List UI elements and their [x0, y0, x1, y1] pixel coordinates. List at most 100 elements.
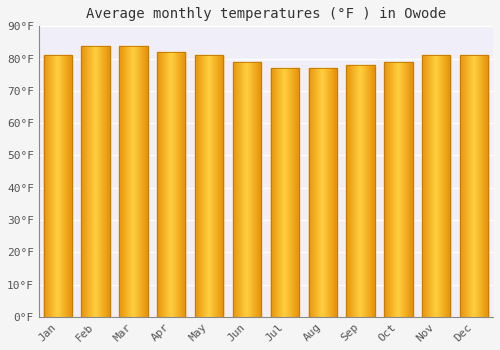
Bar	[195, 55, 224, 317]
Bar	[157, 52, 158, 317]
Bar	[258, 62, 259, 317]
Bar	[353, 65, 354, 317]
Bar	[129, 46, 130, 317]
Bar	[174, 52, 175, 317]
Bar	[220, 55, 221, 317]
Bar	[463, 55, 464, 317]
Bar	[96, 46, 97, 317]
Bar	[123, 46, 124, 317]
Bar	[119, 46, 120, 317]
Bar	[138, 46, 139, 317]
Bar	[422, 55, 450, 317]
Bar	[318, 68, 319, 317]
Bar	[427, 55, 428, 317]
Bar	[445, 55, 446, 317]
Bar	[246, 62, 247, 317]
Bar	[444, 55, 445, 317]
Bar	[233, 62, 261, 317]
Bar	[124, 46, 125, 317]
Bar	[237, 62, 238, 317]
Bar	[234, 62, 235, 317]
Bar	[146, 46, 147, 317]
Bar	[88, 46, 89, 317]
Bar	[329, 68, 330, 317]
Bar	[60, 55, 62, 317]
Bar	[127, 46, 128, 317]
Bar	[259, 62, 260, 317]
Bar	[287, 68, 288, 317]
Bar	[428, 55, 429, 317]
Bar	[233, 62, 234, 317]
Bar	[157, 52, 186, 317]
Bar	[322, 68, 324, 317]
Bar	[66, 55, 67, 317]
Bar	[125, 46, 126, 317]
Bar	[212, 55, 214, 317]
Bar	[244, 62, 245, 317]
Bar	[221, 55, 222, 317]
Bar	[83, 46, 84, 317]
Bar	[100, 46, 102, 317]
Bar	[105, 46, 106, 317]
Bar	[355, 65, 356, 317]
Bar	[410, 62, 411, 317]
Bar	[469, 55, 470, 317]
Bar	[336, 68, 337, 317]
Bar	[49, 55, 50, 317]
Bar	[107, 46, 108, 317]
Bar	[312, 68, 313, 317]
Bar	[222, 55, 224, 317]
Bar	[423, 55, 424, 317]
Bar	[270, 68, 272, 317]
Bar	[320, 68, 322, 317]
Bar	[90, 46, 92, 317]
Bar	[167, 52, 168, 317]
Bar	[294, 68, 295, 317]
Bar	[347, 65, 348, 317]
Bar	[448, 55, 449, 317]
Bar	[195, 55, 196, 317]
Bar	[238, 62, 239, 317]
Bar	[71, 55, 72, 317]
Bar	[308, 68, 337, 317]
Bar	[247, 62, 248, 317]
Bar	[402, 62, 404, 317]
Bar	[97, 46, 98, 317]
Bar	[475, 55, 476, 317]
Bar	[199, 55, 200, 317]
Bar	[137, 46, 138, 317]
Bar	[407, 62, 408, 317]
Bar	[109, 46, 110, 317]
Bar	[280, 68, 281, 317]
Bar	[276, 68, 277, 317]
Bar	[429, 55, 430, 317]
Bar	[465, 55, 466, 317]
Bar	[317, 68, 318, 317]
Bar	[64, 55, 65, 317]
Bar	[132, 46, 134, 317]
Bar	[479, 55, 480, 317]
Bar	[358, 65, 359, 317]
Bar	[426, 55, 427, 317]
Bar	[290, 68, 291, 317]
Bar	[65, 55, 66, 317]
Bar	[313, 68, 314, 317]
Bar	[316, 68, 317, 317]
Bar	[481, 55, 482, 317]
Bar	[348, 65, 349, 317]
Bar	[468, 55, 469, 317]
Bar	[53, 55, 54, 317]
Bar	[169, 52, 170, 317]
Bar	[245, 62, 246, 317]
Bar	[198, 55, 199, 317]
Bar	[370, 65, 371, 317]
Bar	[206, 55, 207, 317]
Bar	[44, 55, 45, 317]
Bar	[272, 68, 273, 317]
Bar	[94, 46, 95, 317]
Bar	[163, 52, 164, 317]
Bar	[255, 62, 256, 317]
Bar	[98, 46, 99, 317]
Bar	[82, 46, 110, 317]
Bar	[309, 68, 310, 317]
